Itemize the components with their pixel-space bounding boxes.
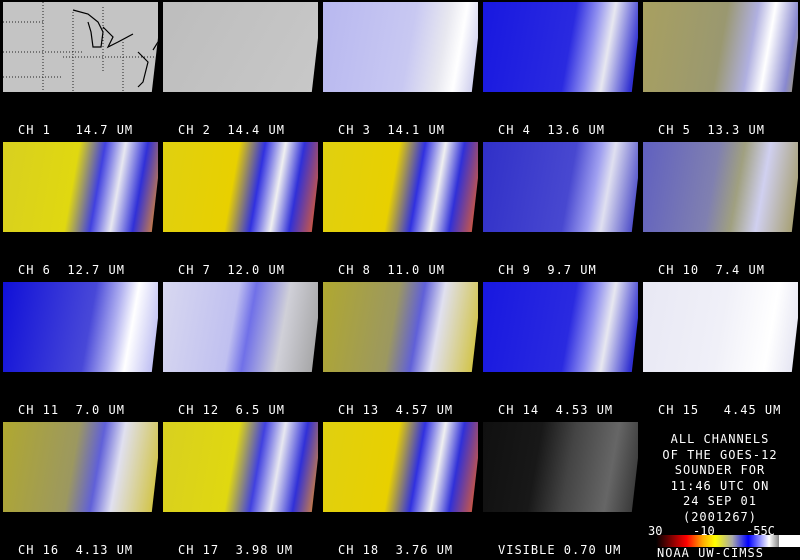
channel-label: CH 13 4.57 UM [338, 403, 454, 417]
channel-label: CH 6 12.7 UM [18, 263, 125, 277]
satellite-image [163, 2, 318, 92]
info-line: OF THE GOES-12 [662, 447, 778, 462]
satellite-image [163, 142, 318, 232]
channel-panel: CH 8 11.0 UM [320, 140, 480, 280]
colorbar-tick: 30 [648, 524, 663, 538]
channel-label: CH 2 14.4 UM [178, 123, 285, 137]
channel-panel: CH 13 4.57 UM [320, 280, 480, 420]
channel-panel: CH 10 7.4 UM [640, 140, 800, 280]
channel-panel: CH 16 4.13 UM [0, 420, 160, 560]
satellite-image [323, 2, 478, 92]
channel-label: CH 11 7.0 UM [18, 403, 125, 417]
channel-panel: CH 2 14.4 UM [160, 0, 320, 140]
channel-label: CH 15 4.45 UM [658, 403, 782, 417]
channel-label: CH 16 4.13 UM [18, 543, 134, 557]
channel-label: CH 10 7.4 UM [658, 263, 765, 277]
satellite-image [3, 282, 158, 372]
channel-panel: CH 14 4.53 UM [480, 280, 640, 420]
satellite-image [643, 142, 798, 232]
satellite-image [3, 422, 158, 512]
satellite-image [483, 142, 638, 232]
channel-panel: CH 7 12.0 UM [160, 140, 320, 280]
info-text: ALL CHANNELS OF THE GOES-12 SOUNDER FOR … [640, 432, 800, 525]
colorbar-white-end [779, 535, 800, 547]
channel-panel: CH 18 3.76 UM [320, 420, 480, 560]
info-line: SOUNDER FOR [674, 463, 766, 477]
channel-panel: CH 6 12.7 UM [0, 140, 160, 280]
satellite-image [3, 142, 158, 232]
satellite-image [643, 282, 798, 372]
channel-label: CH 3 14.1 UM [338, 123, 445, 137]
channel-label: CH 14 4.53 UM [498, 403, 614, 417]
channel-label: CH 18 3.76 UM [338, 543, 454, 557]
channel-label: CH 5 13.3 UM [658, 123, 765, 137]
channel-label: CH 12 6.5 UM [178, 403, 285, 417]
satellite-image [163, 282, 318, 372]
satellite-image [643, 2, 798, 92]
channel-panel: VISIBLE 0.70 UM [480, 420, 640, 560]
satellite-image [323, 142, 478, 232]
channel-label: CH 1 14.7 UM [18, 123, 134, 137]
channel-label: CH 4 13.6 UM [498, 123, 605, 137]
satellite-image [483, 2, 638, 92]
colorbar-tick: -55C [746, 524, 775, 538]
info-line: ALL CHANNELS [670, 432, 770, 446]
credit: NOAA UW-CIMSS [657, 546, 764, 560]
channel-panel: CH 17 3.98 UM [160, 420, 320, 560]
channel-label: CH 8 11.0 UM [338, 263, 445, 277]
satellite-image [323, 282, 478, 372]
channel-label: CH 9 9.7 UM [498, 263, 597, 277]
channel-label: CH 17 3.98 UM [178, 543, 294, 557]
info-line: 24 SEP 01 [682, 494, 758, 508]
channel-panel: CH 4 13.6 UM [480, 0, 640, 140]
satellite-image [483, 282, 638, 372]
channel-panel: CH 11 7.0 UM [0, 280, 160, 420]
satellite-image [483, 422, 638, 512]
colorbar-tick: -10 [693, 524, 715, 538]
satellite-image [163, 422, 318, 512]
channel-panel: CH 9 9.7 UM [480, 140, 640, 280]
info-line: (2001267) [682, 509, 758, 524]
map-image [3, 2, 158, 92]
satellite-image [323, 422, 478, 512]
channel-panel: CH 1 14.7 UM [0, 0, 160, 140]
channel-panel: CH 12 6.5 UM [160, 280, 320, 420]
channel-label: CH 7 12.0 UM [178, 263, 285, 277]
channel-panel: CH 3 14.1 UM [320, 0, 480, 140]
channel-panel: CH 5 13.3 UM [640, 0, 800, 140]
channel-panel: CH 15 4.45 UM [640, 280, 800, 420]
channel-label: VISIBLE 0.70 UM [498, 543, 622, 557]
colorbar [656, 535, 779, 547]
info-line: 11:46 UTC ON [670, 478, 770, 493]
